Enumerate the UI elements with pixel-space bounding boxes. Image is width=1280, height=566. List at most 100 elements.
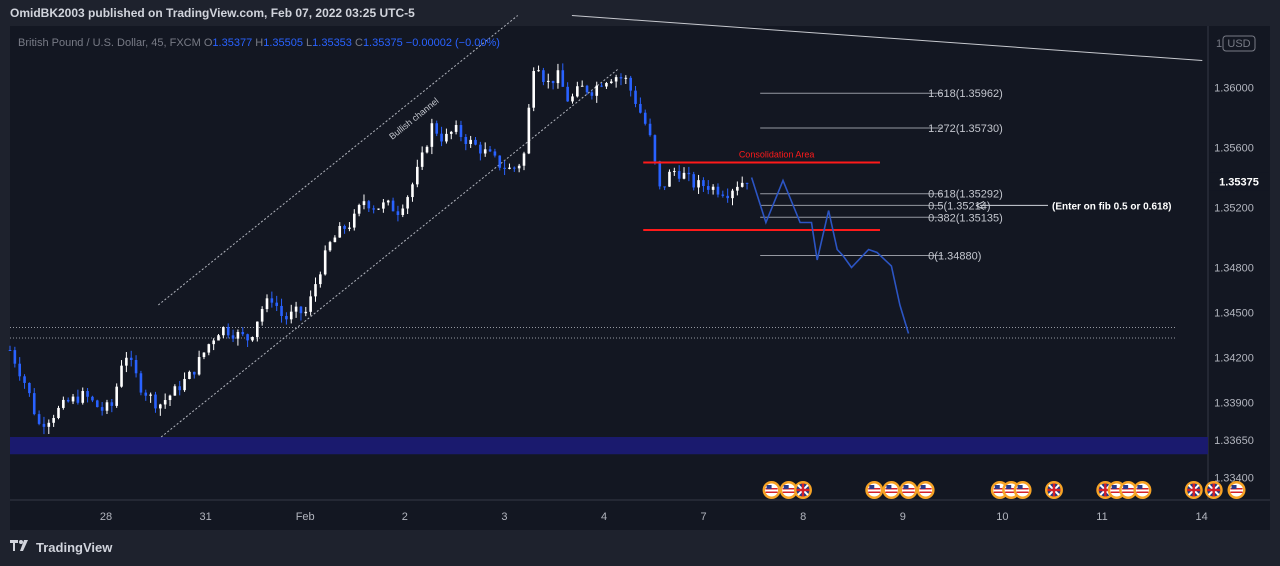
candle-body [212,340,215,345]
fib-label-3: 0.5(1.35214) [928,200,990,212]
candle-body [231,335,235,339]
candle-body [600,85,603,87]
candle-body [202,352,206,358]
price-axis[interactable] [1208,26,1270,500]
candle-body [28,382,31,394]
candle-body [144,392,148,396]
flag-canton [1137,485,1143,489]
candle-body [411,184,414,198]
x-tick-3: 2 [402,511,408,523]
candle-body [168,395,172,401]
candle-body [687,172,691,175]
legend-part: 1.35375 [363,37,406,49]
candle-body [13,350,17,364]
y-tick-1: 1.35600 [1214,143,1254,155]
flag-canton [886,485,892,489]
event-icon-us[interactable] [899,481,918,499]
flag-stripe [902,491,915,493]
plot-area[interactable] [10,26,1208,500]
candle-body [120,365,123,387]
event-icon-uk[interactable] [1204,481,1223,499]
candle-body [580,85,584,87]
candle-body [246,334,249,341]
candle-body [440,133,443,142]
candle-body [149,394,152,396]
candle-body [556,70,560,84]
y-tick-7: 1.33650 [1214,435,1254,447]
candle-body [634,90,637,104]
event-icon-us[interactable] [1013,481,1032,499]
support-zone[interactable] [10,437,1208,455]
candle-body [386,200,390,203]
flag-stripe [1122,491,1135,493]
candle-body [42,423,46,427]
candle-body [546,80,550,82]
candle-body [236,332,240,339]
candle-body [464,136,468,144]
candle-body [280,305,283,316]
candle-body [348,227,351,229]
candle-body [319,274,322,285]
time-axis[interactable] [10,500,1270,530]
candle-body [178,386,182,391]
event-icon-us[interactable] [882,481,901,499]
flag-cross [1192,483,1195,497]
x-tick-8: 9 [900,511,906,523]
x-tick-6: 7 [701,511,707,523]
candle-body [91,396,94,401]
candle-body [639,103,642,113]
fib-levels[interactable]: 1.618(1.35962) 1.272(1.35730) 0.618(1.3529… [760,88,1003,263]
x-tick-4: 3 [501,511,507,523]
event-icon-us[interactable] [1119,481,1138,499]
candle-body [382,202,385,209]
candle-body [333,237,337,243]
event-icon-us[interactable] [1133,481,1152,499]
candle-body [338,225,342,238]
candle-body [513,167,516,169]
flag-stripe [1110,491,1123,493]
candle-body [217,335,220,341]
candle-body [71,396,75,402]
currency-badge[interactable] [1222,35,1256,52]
event-icon-us[interactable] [1227,481,1246,499]
candle-body [183,378,186,391]
candle-body [173,386,177,396]
candle-body [299,306,303,314]
last-price-tag[interactable] [1209,172,1269,191]
candle-body [508,167,511,169]
event-icon-us[interactable] [865,481,884,499]
channel-lower-line[interactable] [160,69,618,438]
flag-canton [1231,485,1237,489]
event-icon-us[interactable] [779,481,798,499]
published-header: OmidBK2003 published on TradingView.com,… [10,6,415,20]
flag-stripe [765,491,778,493]
event-icon-uk[interactable] [793,481,812,499]
candle-body [62,399,65,408]
candle-body [265,298,269,310]
trend-line[interactable] [571,15,1203,61]
channel-upper-line[interactable] [158,15,519,306]
symbol-legend[interactable]: British Pound / U.S. Dollar, 45, FXCM O1… [18,37,500,49]
event-icons[interactable] [762,481,1246,499]
candle-body [76,396,80,403]
candle-body [479,144,482,154]
flag-cross [1052,483,1056,497]
candle-body [105,402,109,411]
candles[interactable] [8,63,749,435]
flag-canton [869,485,875,489]
event-icon-uk[interactable] [1184,481,1203,499]
event-icon-us[interactable] [916,481,935,499]
candle-body [474,139,477,145]
projection-path[interactable] [750,177,910,334]
candle-body [648,123,652,136]
event-icon-us[interactable] [762,481,781,499]
candle-body [323,250,327,275]
candle-body [614,77,618,82]
candle-body [275,302,278,306]
candle-body [32,393,36,415]
event-icon-uk[interactable] [1044,481,1063,499]
fib-label-0: 1.618(1.35962) [928,88,1003,100]
candle-body [595,85,599,96]
tradingview-logo-icon[interactable] [10,540,30,555]
